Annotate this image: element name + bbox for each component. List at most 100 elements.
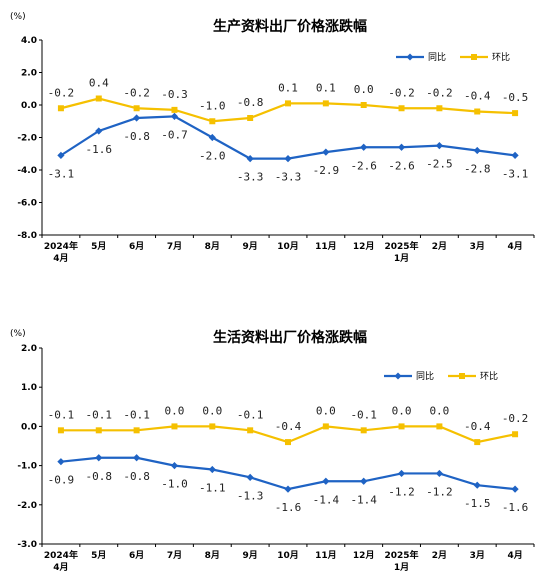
data-label: -0.2: [426, 86, 453, 99]
x-tick-label-line: 5月: [91, 241, 106, 252]
yoy-data-point: [95, 454, 103, 462]
legend-mom-label: 环比: [492, 51, 510, 63]
y-tick-label: -2.0: [17, 134, 37, 144]
mom-data-point: [209, 118, 216, 125]
mom-data-point: [133, 427, 140, 434]
mom-data-point: [512, 110, 519, 117]
yoy-data-point: [170, 112, 179, 120]
y-tick-label: -3.0: [17, 540, 37, 550]
y-tick-label: 2.0: [21, 344, 37, 354]
yoy-data-point: [397, 469, 406, 478]
x-tick-label-line: 11月: [315, 550, 337, 561]
x-tick-label: 4月: [507, 241, 522, 252]
legend-mom-label: 环比: [480, 370, 498, 382]
chart-living-materials: 生活资料出厂价格涨跌幅 (%) 2.0 1.0 0.0 -1.0 -2.0 -3.0 2024年…: [0, 318, 548, 587]
yoy-data-point: [246, 155, 254, 163]
x-tick-label: 7月: [167, 241, 182, 252]
mom-data-point: [436, 423, 443, 430]
data-label: -1.2: [426, 485, 453, 498]
x-tick-label-line: 8月: [205, 550, 220, 561]
data-label: 0.0: [354, 83, 374, 96]
x-tick-label-line: 4月: [53, 562, 68, 573]
mom-data-point: [322, 423, 329, 430]
data-label: -2.8: [464, 163, 491, 176]
mom-data-point: [57, 427, 64, 434]
yoy-data-point: [208, 465, 216, 474]
data-label: -1.3: [237, 489, 264, 502]
legend-mom-marker: [471, 54, 477, 60]
data-label: -0.5: [502, 91, 529, 104]
mom-data-point: [360, 102, 367, 108]
y-tick-label: 4.0: [21, 36, 37, 46]
yoy-data-point: [284, 485, 292, 493]
x-tick-label-line: 6月: [129, 550, 144, 561]
x-tick-label: 12月: [353, 241, 375, 252]
data-label: -1.1: [199, 482, 226, 495]
yoy-data-point: [322, 477, 330, 485]
mom-data-point: [95, 95, 102, 102]
y-tick-label: -1.0: [17, 462, 37, 472]
y-tick-label: -2.0: [17, 501, 37, 511]
data-label: -0.2: [502, 412, 529, 425]
data-label: 0.1: [278, 81, 298, 94]
y-tick-label: 1.0: [21, 383, 37, 393]
data-label: -0.2: [123, 86, 150, 99]
data-label: -0.1: [48, 408, 75, 421]
x-tick-label-line: 10月: [277, 241, 299, 252]
data-label: -1.4: [313, 493, 340, 506]
data-label: 0.1: [316, 81, 336, 94]
data-label: -3.3: [275, 171, 302, 184]
mom-data-point: [436, 105, 443, 112]
data-label: 0.0: [429, 404, 449, 417]
mom-data-point: [398, 423, 405, 430]
x-tick-label: 6月: [129, 550, 144, 561]
yoy-data-point: [133, 114, 141, 122]
mom-data-point: [512, 431, 519, 438]
x-tick-label: 9月: [243, 241, 258, 252]
x-tick-label: 2月: [432, 550, 447, 561]
legend-yoy-marker: [394, 372, 402, 380]
x-tick-label: 2月: [432, 241, 447, 252]
data-label: -0.8: [123, 470, 150, 483]
x-tick-label: 10月: [277, 241, 299, 252]
mom-data-point: [247, 427, 254, 434]
data-label: -1.0: [199, 99, 226, 112]
x-tick-label: 8月: [205, 241, 220, 252]
x-tick-label-line: 2024年: [44, 240, 78, 252]
x-tick-label: 5月: [91, 550, 106, 561]
x-tick-label: 5月: [91, 241, 106, 252]
data-label: -0.1: [123, 408, 150, 421]
data-label: -0.7: [161, 128, 188, 141]
y-unit-label: (%): [10, 329, 26, 339]
x-tick-label-line: 3月: [470, 550, 485, 561]
y-tick-label: -4.0: [17, 166, 37, 176]
x-tick-label: 3月: [470, 241, 485, 252]
y-tick-label: -6.0: [17, 199, 37, 209]
yoy-data-point: [133, 454, 141, 462]
yoy-data-point: [435, 469, 443, 478]
data-label: -0.4: [464, 90, 491, 103]
x-tick-label-line: 12月: [353, 241, 375, 252]
data-label: -0.4: [275, 420, 302, 433]
x-tick-label-line: 7月: [167, 550, 182, 561]
x-tick-label: 11月: [315, 241, 337, 252]
data-label: -0.2: [48, 86, 75, 99]
data-label: -2.0: [199, 150, 226, 163]
yoy-data-point: [473, 481, 481, 489]
x-tick-label-line: 4月: [53, 253, 68, 264]
mom-data-point: [171, 423, 178, 430]
data-label: -2.6: [350, 159, 377, 172]
mom-data-point: [285, 100, 291, 107]
data-label: -2.6: [388, 159, 415, 172]
mom-data-point: [209, 423, 216, 430]
x-tick-label-line: 2025年: [385, 549, 419, 561]
x-tick-label-line: 11月: [315, 241, 337, 252]
x-tick-label: 3月: [470, 550, 485, 561]
x-tick-label: 2025年 1月: [385, 240, 419, 264]
x-tick-label-line: 2024年: [44, 549, 78, 561]
mom-data-point: [247, 115, 254, 121]
mom-data-point: [95, 427, 102, 434]
mom-data-point: [171, 106, 178, 113]
yoy-data-point: [435, 142, 443, 150]
mom-data-point: [285, 439, 291, 446]
